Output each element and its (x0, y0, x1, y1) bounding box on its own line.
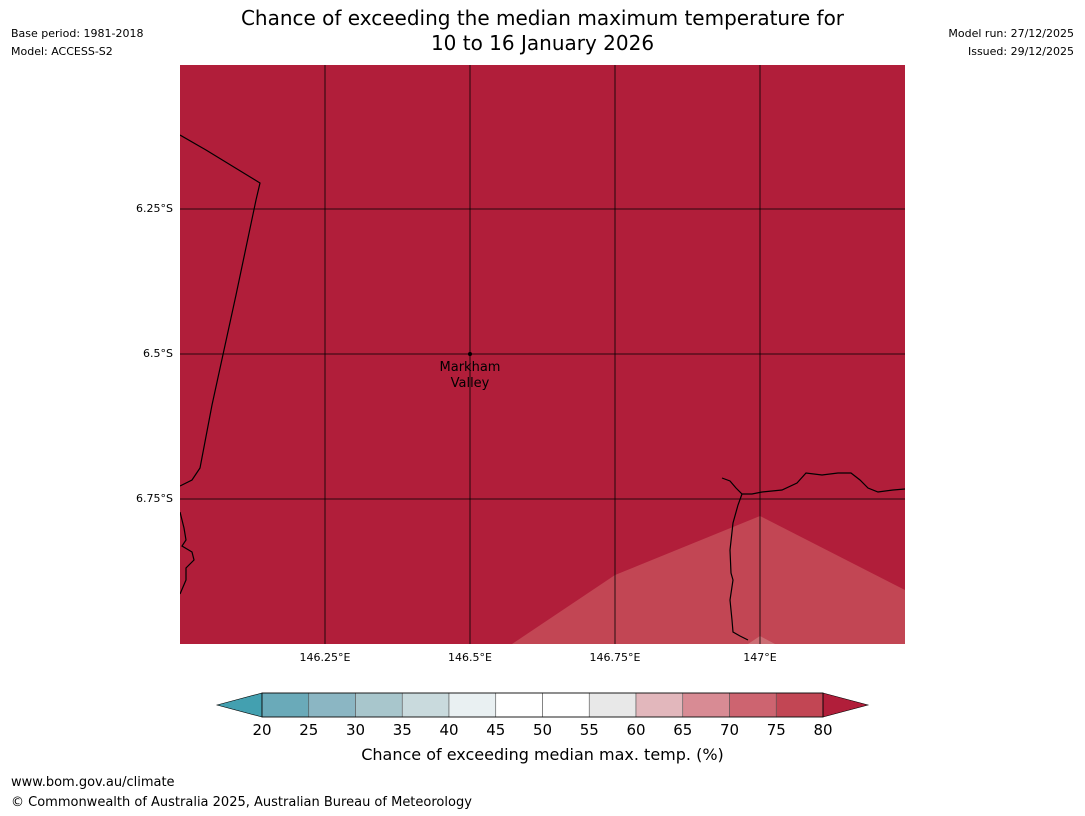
map-title-line1: Chance of exceeding the median maximum t… (240, 6, 845, 30)
probability-patch-70-75 (748, 636, 775, 644)
river-line (729, 493, 749, 641)
colorbar-segment (542, 692, 590, 718)
colorbar-segments (215, 692, 870, 718)
colorbar-tick-label: 75 (766, 721, 786, 739)
meta-right: Model run: 27/12/2025 Issued: 29/12/2025 (948, 25, 1074, 61)
colorbar-segment (355, 692, 403, 718)
map-title-line2: 10 to 16 January 2026 (430, 31, 655, 55)
colorbar-tick-label: 45 (486, 721, 506, 739)
coastline-southwest (180, 511, 195, 595)
base-period-text: Base period: 1981-2018 (11, 27, 144, 40)
coastline-northeast (721, 472, 905, 495)
issued-text: Issued: 29/12/2025 (967, 45, 1074, 58)
model-run-text: Model run: 27/12/2025 (948, 27, 1074, 40)
colorbar-tick-label: 50 (532, 721, 553, 739)
colorbar-segment (495, 692, 543, 718)
coastlines (180, 134, 905, 641)
colorbar-segment (775, 692, 824, 718)
lat-label-6.5: 6.5°S (143, 347, 173, 360)
place-label-line1: Markham (439, 360, 501, 375)
lat-label-6.25: 6.25°S (136, 202, 173, 215)
colorbar-segment (308, 692, 356, 718)
colorbar-segment (729, 692, 777, 718)
colorbar-tick-label: 35 (392, 721, 412, 739)
colorbar-segment (682, 692, 730, 718)
colorbar-tick-label: 80 (813, 721, 833, 739)
place-label-line2: Valley (450, 376, 490, 391)
colorbar-tick-label: 30 (345, 721, 366, 739)
place-label: Markham Valley (420, 360, 520, 392)
colorbar-tick-label: 20 (252, 721, 272, 739)
lon-label-146.5: 146.5°E (448, 651, 492, 664)
colorbar-tick-label: 25 (299, 721, 319, 739)
colorbar-tick-label: 60 (626, 721, 646, 739)
footer-copyright: © Commonwealth of Australia 2025, Austra… (11, 795, 472, 810)
colorbar-segment (261, 692, 310, 718)
border-line-west (180, 134, 261, 487)
model-text: Model: ACCESS-S2 (11, 45, 113, 58)
colorbar-segment (401, 692, 450, 718)
colorbar-segment (588, 692, 637, 718)
colorbar-label: Chance of exceeding median max. temp. (%… (361, 745, 724, 764)
colorbar-over-arrow (822, 692, 870, 718)
colorbar-segment (635, 692, 684, 718)
colorbar-under-arrow (215, 692, 263, 718)
footer-url: www.bom.gov.au/climate (11, 775, 175, 790)
colorbar-frame (261, 692, 824, 718)
meta-left: Base period: 1981-2018 Model: ACCESS-S2 (11, 25, 143, 61)
colorbar-tick-label: 55 (579, 721, 599, 739)
graticule (180, 65, 905, 644)
lon-label-146.25: 146.25°E (299, 651, 351, 664)
colorbar-tick-label: 40 (439, 721, 459, 739)
map-panel (180, 65, 905, 644)
lon-label-146.75: 146.75°E (589, 651, 641, 664)
place-marker (468, 352, 472, 356)
colorbar-segment (448, 692, 497, 718)
colorbar-tick-label: 70 (719, 721, 740, 739)
map-title: Chance of exceeding the median maximum t… (0, 6, 1085, 56)
probability-patch-75-80 (512, 516, 905, 644)
lon-label-147: 147°E (743, 651, 777, 664)
colorbar-tick-label: 65 (673, 721, 693, 739)
lat-label-6.75: 6.75°S (136, 492, 173, 505)
